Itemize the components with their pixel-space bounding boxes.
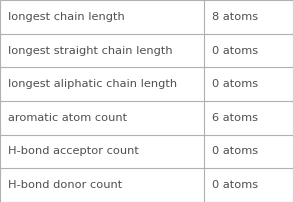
Text: 6 atoms: 6 atoms [212,113,258,123]
Text: longest chain length: longest chain length [8,12,125,22]
Text: 0 atoms: 0 atoms [212,146,258,157]
Text: aromatic atom count: aromatic atom count [8,113,127,123]
Text: 0 atoms: 0 atoms [212,79,258,89]
Text: longest straight chain length: longest straight chain length [8,45,173,56]
Text: 8 atoms: 8 atoms [212,12,258,22]
Text: H-bond donor count: H-bond donor count [8,180,122,190]
Text: 0 atoms: 0 atoms [212,45,258,56]
Text: 0 atoms: 0 atoms [212,180,258,190]
Text: H-bond acceptor count: H-bond acceptor count [8,146,139,157]
Text: longest aliphatic chain length: longest aliphatic chain length [8,79,177,89]
